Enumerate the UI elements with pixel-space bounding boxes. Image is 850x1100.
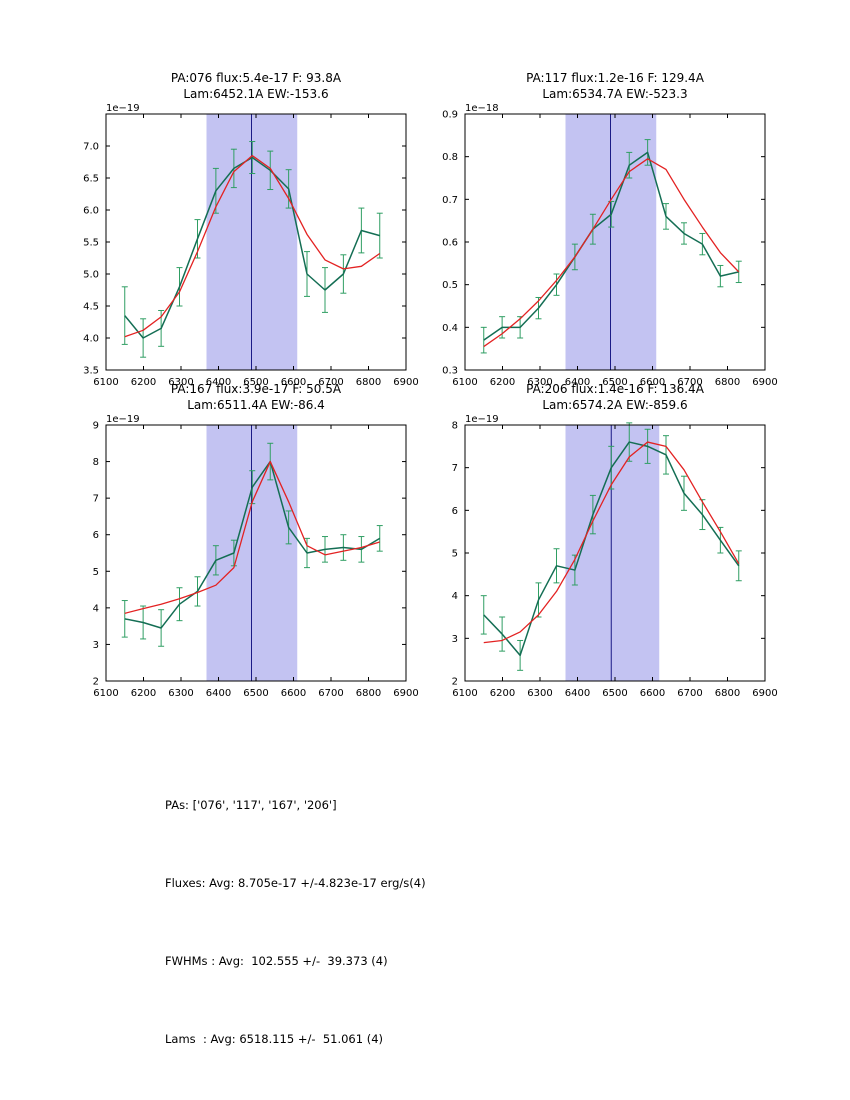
summary-line-fwhms: FWHMs : Avg: 102.555 +/- 39.373 (4) xyxy=(165,954,388,968)
svg-text:6700: 6700 xyxy=(677,688,702,699)
svg-text:1e−19: 1e−19 xyxy=(106,414,140,425)
svg-text:6300: 6300 xyxy=(168,377,193,388)
plot-title: PA:076 flux:5.4e-17 F: 93.8A Lam:6452.1A… xyxy=(106,70,406,102)
plot-title: PA:117 flux:1.2e-16 F: 129.4A Lam:6534.7… xyxy=(465,70,765,102)
svg-text:6: 6 xyxy=(93,530,99,541)
svg-text:4.0: 4.0 xyxy=(83,334,99,345)
svg-text:6800: 6800 xyxy=(715,688,740,699)
svg-text:5.5: 5.5 xyxy=(83,238,99,249)
svg-text:6600: 6600 xyxy=(281,688,306,699)
plot-title-line1: PA:076 flux:5.4e-17 F: 93.8A xyxy=(170,71,342,85)
svg-text:9: 9 xyxy=(93,421,99,432)
subplot-pa-206: PA:206 flux:1.4e-16 F: 136.4A Lam:6574.2… xyxy=(399,381,779,721)
svg-text:6.5: 6.5 xyxy=(83,174,99,185)
svg-text:6200: 6200 xyxy=(131,377,156,388)
svg-text:0.3: 0.3 xyxy=(442,366,458,377)
plot-title-line2: Lam:6534.7A EW:-523.3 xyxy=(542,87,688,101)
svg-text:6400: 6400 xyxy=(565,688,590,699)
svg-text:0.5: 0.5 xyxy=(442,280,458,291)
subplot-pa-167: PA:167 flux:3.9e-17 F: 50.5A Lam:6511.4A… xyxy=(40,381,420,721)
svg-text:4.5: 4.5 xyxy=(83,302,99,313)
plot-title-line2: Lam:6452.1A EW:-153.6 xyxy=(183,87,329,101)
svg-text:6900: 6900 xyxy=(393,688,418,699)
plot-title-line1: PA:206 flux:1.4e-16 F: 136.4A xyxy=(526,382,704,396)
svg-text:1e−18: 1e−18 xyxy=(465,103,499,114)
plot-title-line1: PA:117 flux:1.2e-16 F: 129.4A xyxy=(526,71,704,85)
plot-canvas-pa-117: 6100 6200 6300 6400 6500 6600 6700 6800 6900 0.3 0… xyxy=(442,103,778,388)
svg-text:6.0: 6.0 xyxy=(83,206,99,217)
svg-text:6300: 6300 xyxy=(168,688,193,699)
plot-canvas-pa-206: 6100 6200 6300 6400 6500 6600 6700 6800 6900 2 3 4 5… xyxy=(452,414,778,699)
svg-text:6800: 6800 xyxy=(356,688,381,699)
svg-text:0.4: 0.4 xyxy=(442,323,458,334)
svg-text:6600: 6600 xyxy=(640,688,665,699)
plot-title-line2: Lam:6574.2A EW:-859.6 xyxy=(542,398,688,412)
svg-text:6600: 6600 xyxy=(281,377,306,388)
svg-text:3.5: 3.5 xyxy=(83,366,99,377)
svg-text:6200: 6200 xyxy=(490,688,515,699)
plot-title: PA:167 flux:3.9e-17 F: 50.5A Lam:6511.4A… xyxy=(106,381,406,413)
svg-text:6700: 6700 xyxy=(318,377,343,388)
svg-text:6500: 6500 xyxy=(602,377,627,388)
svg-text:5.0: 5.0 xyxy=(83,270,99,281)
svg-text:7: 7 xyxy=(452,463,458,474)
svg-text:6700: 6700 xyxy=(318,688,343,699)
svg-text:4: 4 xyxy=(452,591,458,602)
plot-title-line2: Lam:6511.4A EW:-86.4 xyxy=(187,398,325,412)
summary-statistics: PAs: ['076', '117', '167', '206'] Fluxes… xyxy=(165,740,426,1100)
svg-text:0.6: 0.6 xyxy=(442,238,458,249)
svg-text:8: 8 xyxy=(93,457,99,468)
svg-text:6500: 6500 xyxy=(243,688,268,699)
plot-canvas-pa-167: 6100 6200 6300 6400 6500 6600 6700 6800 6900 2 3 4 5… xyxy=(93,414,419,699)
svg-text:6100: 6100 xyxy=(452,377,477,388)
summary-line-pas: PAs: ['076', '117', '167', '206'] xyxy=(165,798,337,812)
svg-text:6200: 6200 xyxy=(131,688,156,699)
svg-text:6500: 6500 xyxy=(243,377,268,388)
svg-text:0.7: 0.7 xyxy=(442,195,458,206)
svg-text:6400: 6400 xyxy=(565,377,590,388)
svg-text:6300: 6300 xyxy=(527,377,552,388)
svg-text:1e−19: 1e−19 xyxy=(106,103,140,114)
svg-text:5: 5 xyxy=(452,549,458,560)
svg-text:4: 4 xyxy=(93,603,99,614)
svg-text:7: 7 xyxy=(93,494,99,505)
svg-text:8: 8 xyxy=(452,421,458,432)
svg-text:0.9: 0.9 xyxy=(442,110,458,121)
subplot-pa-117: PA:117 flux:1.2e-16 F: 129.4A Lam:6534.7… xyxy=(399,70,779,410)
svg-text:6300: 6300 xyxy=(527,688,552,699)
svg-text:6100: 6100 xyxy=(93,688,118,699)
svg-text:6200: 6200 xyxy=(490,377,515,388)
svg-text:6100: 6100 xyxy=(452,688,477,699)
svg-text:6700: 6700 xyxy=(677,377,702,388)
svg-text:6900: 6900 xyxy=(752,377,777,388)
svg-text:2: 2 xyxy=(452,677,458,688)
svg-text:6400: 6400 xyxy=(206,377,231,388)
svg-text:6500: 6500 xyxy=(602,688,627,699)
svg-text:1e−19: 1e−19 xyxy=(465,414,499,425)
svg-text:3: 3 xyxy=(452,634,458,645)
svg-text:7.0: 7.0 xyxy=(83,142,99,153)
svg-text:0.8: 0.8 xyxy=(442,152,458,163)
summary-line-lams: Lams : Avg: 6518.115 +/- 51.061 (4) xyxy=(165,1032,384,1046)
plot-canvas-pa-076: 6100 6200 6300 6400 6500 6600 6700 6800 6900 3.5 4… xyxy=(83,103,419,388)
svg-text:3: 3 xyxy=(93,640,99,651)
svg-text:5: 5 xyxy=(93,567,99,578)
svg-text:6400: 6400 xyxy=(206,688,231,699)
svg-text:6: 6 xyxy=(452,506,458,517)
svg-text:6100: 6100 xyxy=(93,377,118,388)
svg-text:6800: 6800 xyxy=(356,377,381,388)
svg-text:6900: 6900 xyxy=(752,688,777,699)
plot-title-line1: PA:167 flux:3.9e-17 F: 50.5A xyxy=(170,382,342,396)
summary-line-fluxes: Fluxes: Avg: 8.705e-17 +/-4.823e-17 erg/… xyxy=(165,876,426,890)
svg-text:6800: 6800 xyxy=(715,377,740,388)
plot-title: PA:206 flux:1.4e-16 F: 136.4A Lam:6574.2… xyxy=(465,381,765,413)
svg-text:6900: 6900 xyxy=(393,377,418,388)
subplot-pa-076: PA:076 flux:5.4e-17 F: 93.8A Lam:6452.1A… xyxy=(40,70,420,410)
svg-text:2: 2 xyxy=(93,677,99,688)
svg-text:6600: 6600 xyxy=(640,377,665,388)
